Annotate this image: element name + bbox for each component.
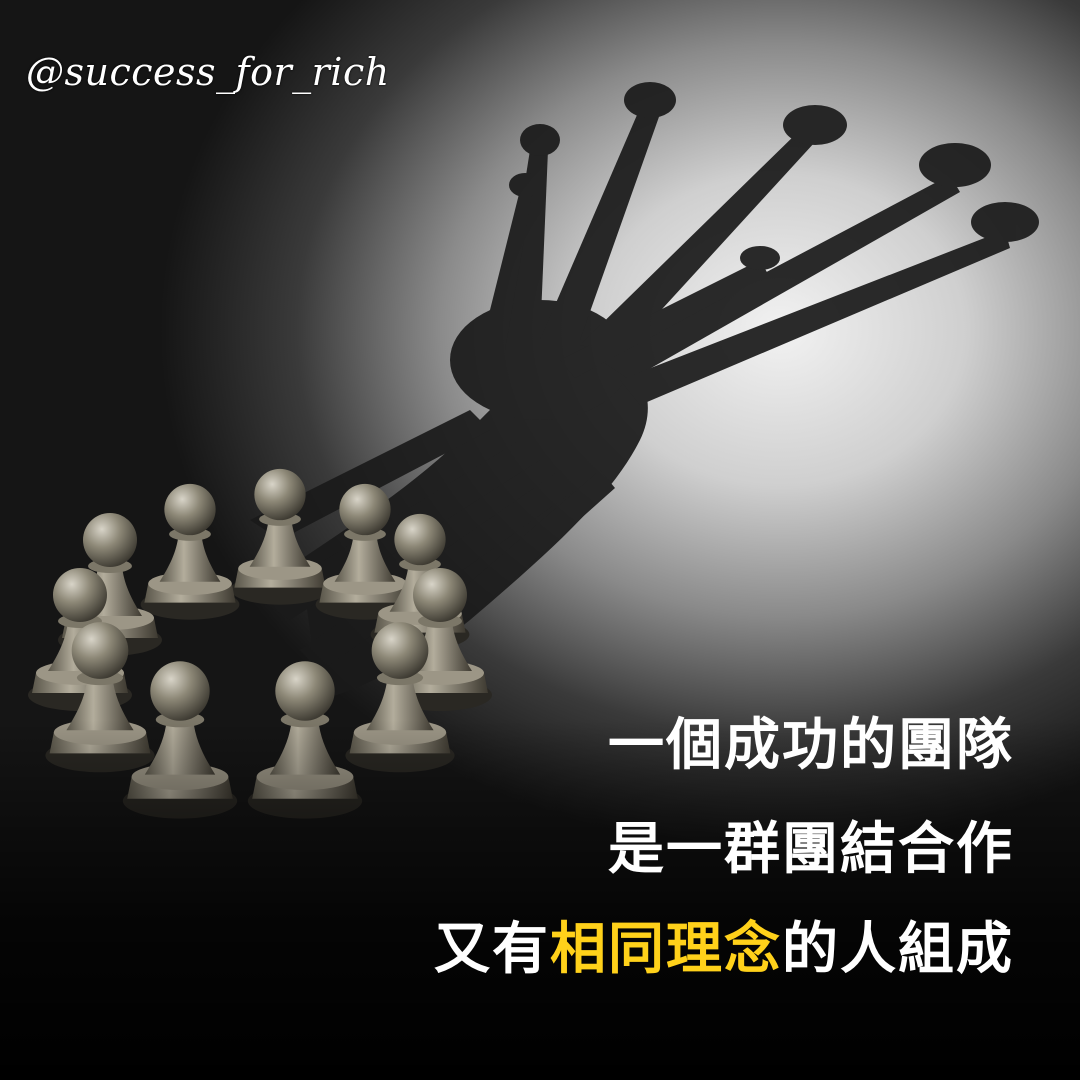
quote-line-1: 一個成功的團隊 [608, 713, 1014, 778]
quote-highlight: 相同理念 [550, 917, 782, 982]
pawn-piece [140, 483, 240, 620]
quote-line-3: 又有相同理念的人組成 [434, 918, 1014, 982]
quote-line-3-after: 的人組成 [782, 917, 1014, 982]
pawn-piece [230, 468, 330, 605]
quote-line-3-before: 又有 [434, 917, 550, 982]
account-handle: @success_for_rich [26, 50, 390, 94]
quote-line-2: 是一群團結合作 [608, 817, 1014, 882]
